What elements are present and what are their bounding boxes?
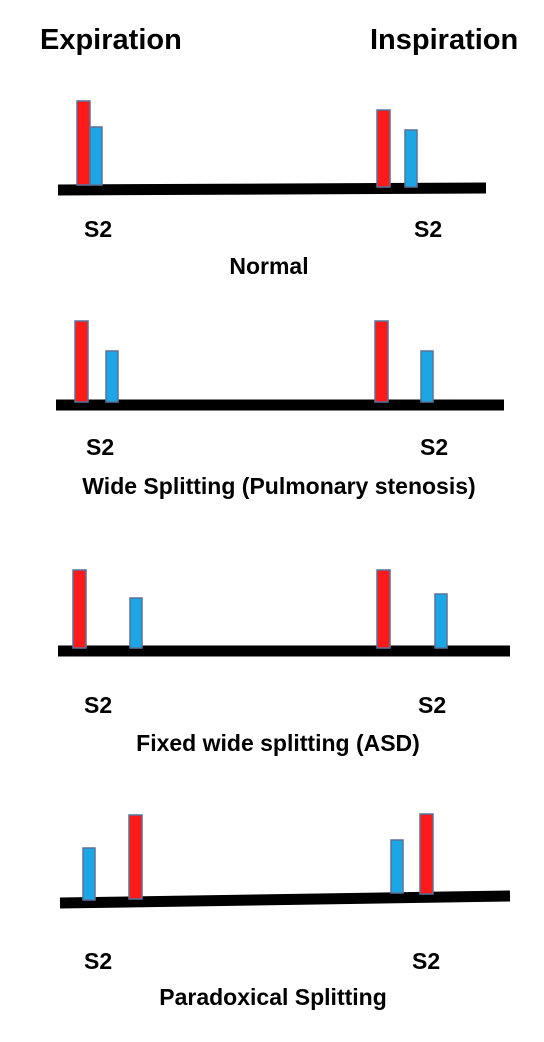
p2-bar-expiration — [105, 350, 119, 403]
a2-bar-expiration — [72, 569, 87, 649]
inspiration-heading: Inspiration — [370, 24, 519, 56]
a2-bar-inspiration — [376, 109, 391, 188]
a2-bar-expiration — [74, 320, 89, 403]
p2-bar-expiration — [89, 126, 103, 186]
p2-bar-inspiration — [404, 129, 418, 188]
s2-label-inspiration: S2 — [414, 216, 443, 242]
s2-label-expiration: S2 — [84, 692, 113, 718]
caption-wide-splitting: Wide Splitting (Pulmonary stenosis) — [82, 473, 476, 499]
expiration-heading: Expiration — [40, 24, 182, 56]
s2-label-expiration: S2 — [84, 948, 113, 974]
p2-bar-inspiration — [420, 350, 434, 403]
p2-bar-inspiration — [390, 839, 404, 894]
baseline — [57, 182, 487, 196]
s2-label-inspiration: S2 — [418, 692, 447, 718]
wide-splitting-diagram — [56, 320, 504, 411]
paradoxical-splitting-diagram — [59, 813, 511, 909]
s2-label-inspiration: S2 — [420, 434, 449, 460]
baseline — [59, 890, 511, 909]
a2-bar-inspiration — [376, 569, 391, 649]
p2-bar-inspiration — [434, 593, 448, 649]
caption-paradoxical-splitting: Paradoxical Splitting — [159, 984, 387, 1010]
p2-bar-expiration — [82, 847, 96, 901]
s2-label-expiration: S2 — [86, 434, 115, 460]
normal-diagram — [57, 100, 487, 196]
caption-fixed-splitting: Fixed wide splitting (ASD) — [136, 730, 420, 756]
a2-bar-expiration — [76, 100, 91, 186]
p2-bar-expiration — [129, 597, 143, 649]
fixed-splitting-diagram — [58, 569, 510, 657]
a2-bar-inspiration — [374, 320, 389, 403]
s2-label-inspiration: S2 — [412, 948, 441, 974]
a2-bar-expiration — [128, 814, 143, 900]
caption-normal: Normal — [229, 253, 309, 279]
s2-label-expiration: S2 — [84, 216, 113, 242]
a2-bar-inspiration — [419, 813, 434, 895]
